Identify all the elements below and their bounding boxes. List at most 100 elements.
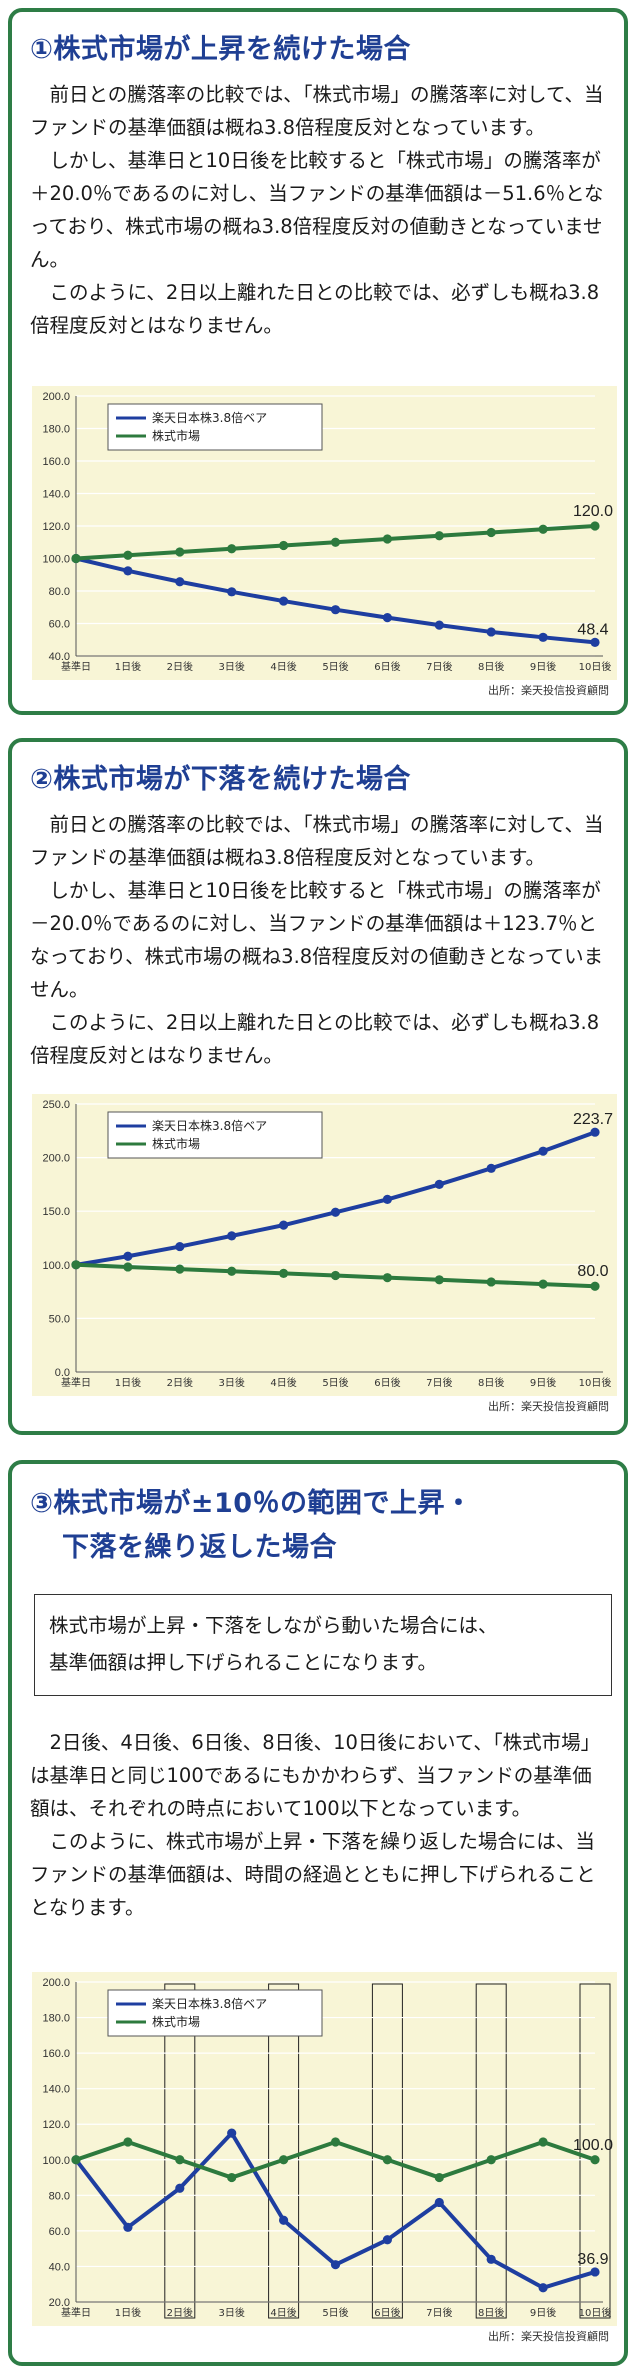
data-point	[486, 1277, 496, 1287]
legend-box	[107, 403, 323, 451]
x-tick-label: 10日後	[579, 2306, 612, 2319]
data-point	[330, 1270, 341, 1281]
data-point	[123, 550, 133, 560]
y-tick-label: 180.0	[42, 2013, 70, 2025]
y-tick-label: 200.0	[42, 1977, 70, 1989]
data-point	[175, 547, 185, 557]
legend-label: 楽天日本株3.8倍ベア	[152, 1996, 267, 2011]
x-tick-label: 2日後	[167, 660, 193, 673]
section-panel-3: ③株式市場が±10％の範囲で上昇・ 下落を繰り返した場合 株式市場が上昇・下落を…	[8, 1460, 628, 2366]
source-note: 出所：楽天投信投資顧問	[488, 683, 609, 696]
section-body-3: 2日後、4日後、6日後、8日後、10日後において、「株式市場」は基準日と同じ10…	[30, 1726, 610, 1924]
x-tick-label: 9日後	[530, 1376, 556, 1389]
data-point	[434, 531, 444, 541]
highlight-box	[579, 1983, 611, 2319]
end-value-label: 36.9	[577, 2251, 608, 2268]
paragraph: 前日との騰落率の比較では、「株式市場」の騰落率に対して、当ファンドの基準価額は概…	[30, 83, 604, 139]
x-tick-label: 4日後	[270, 660, 296, 673]
x-tick-label: 基準日	[61, 2306, 91, 2319]
x-tick-label: 3日後	[219, 2306, 245, 2319]
data-point	[486, 1163, 496, 1173]
x-tick-label: 8日後	[478, 2306, 504, 2319]
x-tick-label: 基準日	[61, 1376, 91, 1389]
end-value-label: 80.0	[577, 1263, 608, 1280]
data-point	[590, 2267, 600, 2277]
x-tick-label: 6日後	[374, 660, 400, 673]
y-tick-label: 60.0	[49, 2226, 70, 2238]
y-tick-label: 40.0	[49, 2261, 70, 2273]
y-tick-label: 80.0	[49, 2190, 70, 2202]
y-tick-label: 120.0	[42, 521, 70, 533]
x-tick-label: 7日後	[426, 2306, 452, 2319]
data-point	[590, 1127, 600, 1137]
highlight-box	[164, 1983, 196, 2319]
y-tick-label: 140.0	[42, 2084, 70, 2096]
y-tick-label: 250.0	[42, 1099, 70, 1111]
callout-line: 株式市場が上昇・下落をしながら動いた場合には、	[49, 1614, 498, 1637]
data-point	[279, 2155, 289, 2165]
paragraph: このように、2日以上離れた日との比較では、必ずしも概ね3.8倍程度反対とはなりま…	[30, 281, 600, 337]
data-point	[227, 587, 237, 597]
end-value-label: 48.4	[577, 621, 608, 638]
data-point	[434, 2197, 444, 2208]
highlight-box	[371, 1983, 403, 2319]
x-tick-label: 5日後	[322, 1376, 348, 1389]
data-point	[175, 1264, 185, 1274]
y-tick-label: 160.0	[42, 456, 70, 468]
x-tick-label: 8日後	[478, 1376, 504, 1389]
data-point	[382, 2155, 392, 2165]
data-point	[538, 632, 548, 642]
data-point	[330, 2260, 341, 2270]
data-point	[486, 2254, 496, 2264]
y-tick-label: 200.0	[42, 391, 70, 403]
paragraph: このように、株式市場が上昇・下落を繰り返した場合には、当ファンドの基準価額は、時…	[30, 1830, 596, 1919]
legend-label: 株式市場	[152, 428, 200, 443]
x-tick-label: 1日後	[115, 1376, 141, 1389]
chart-svg-1: 200.0 180.0 160.0 140.0 120.0 100.0 80.0 60.0 40…	[32, 386, 617, 696]
data-point	[486, 527, 496, 538]
y-tick-label: 20.0	[49, 2297, 70, 2309]
paragraph: しかし、基準日と10日後を比較すると「株式市場」の騰落率が－20.0％であるのに…	[30, 879, 604, 1001]
data-point	[330, 537, 341, 547]
highlight-box	[475, 1983, 507, 2319]
x-tick-label: 10日後	[579, 1376, 612, 1389]
x-tick-label: 9日後	[530, 660, 556, 673]
data-point	[590, 637, 600, 647]
legend-label: 株式市場	[152, 1136, 200, 1151]
data-point	[71, 1260, 81, 1270]
data-point	[382, 534, 392, 544]
paragraph: 前日との騰落率の比較では、「株式市場」の騰落率に対して、当ファンドの基準価額は概…	[30, 813, 604, 869]
data-point	[123, 566, 133, 576]
data-point	[227, 2128, 237, 2138]
data-point	[123, 1251, 133, 1261]
x-tick-label: 8日後	[478, 660, 504, 673]
legend-label: 楽天日本株3.8倍ベア	[152, 410, 267, 425]
y-tick-label: 80.0	[49, 586, 70, 598]
y-tick-label: 50.0	[49, 1313, 70, 1325]
data-point	[538, 2283, 548, 2293]
y-tick-label: 0.0	[55, 1367, 70, 1379]
data-point	[123, 2137, 133, 2147]
section-heading-2: ②株式市場が下落を続けた場合	[30, 764, 411, 795]
y-tick-label: 200.0	[42, 1153, 70, 1165]
data-point	[486, 2155, 496, 2165]
x-tick-label: 4日後	[270, 2306, 296, 2319]
source-note: 出所：楽天投信投資顧問	[488, 1399, 609, 1412]
data-point	[71, 2155, 81, 2165]
data-point	[486, 627, 496, 637]
x-tick-label: 4日後	[270, 1376, 296, 1389]
data-point	[434, 2172, 444, 2183]
data-point	[123, 2222, 133, 2232]
y-tick-label: 150.0	[42, 1206, 70, 1218]
end-value-label: 223.7	[573, 1111, 613, 1128]
data-point	[434, 1275, 444, 1285]
data-point	[590, 2155, 600, 2165]
chart-2: 250.0 200.0 150.0 100.0 50.0 0.0 基準日 1日後 2日後 3日後 4…	[32, 1094, 617, 1412]
data-point	[279, 540, 289, 551]
end-value-label: 100.0	[573, 2137, 613, 2154]
x-tick-label: 3日後	[219, 1376, 245, 1389]
x-tick-label: 2日後	[167, 1376, 193, 1389]
